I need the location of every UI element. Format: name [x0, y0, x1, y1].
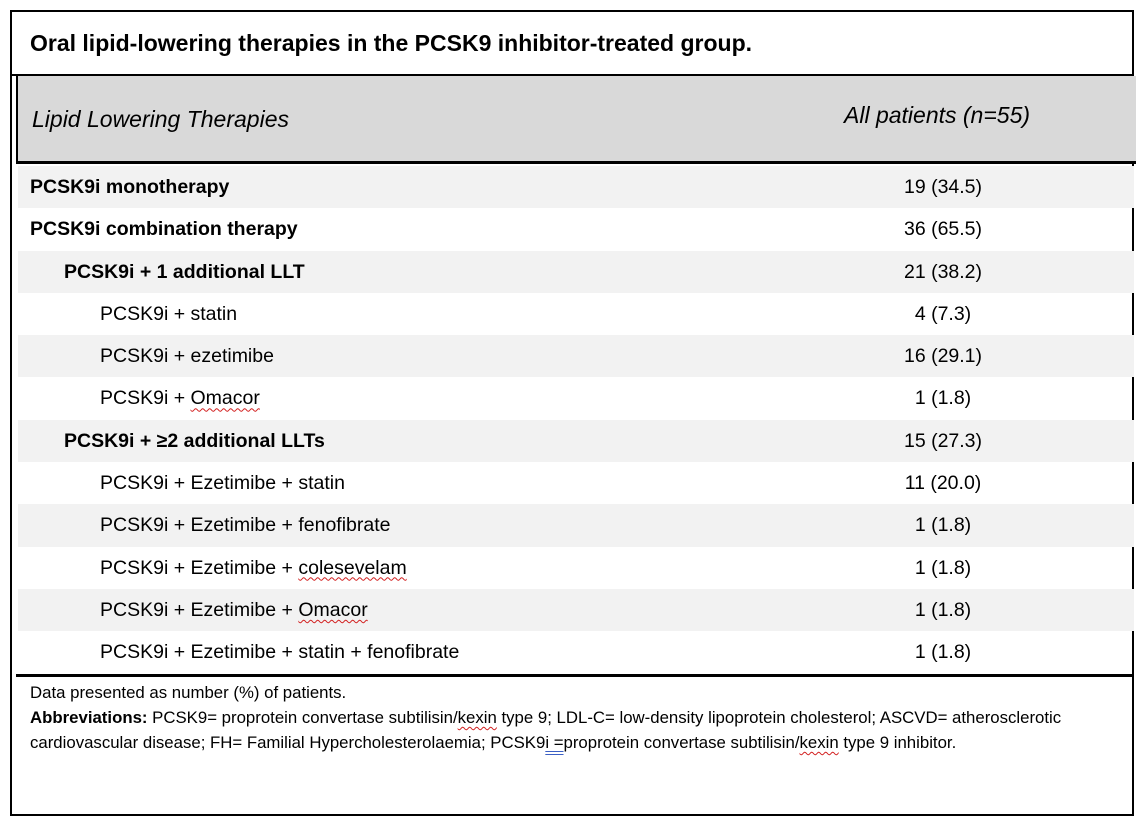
spellcheck-word: Omacor	[190, 387, 260, 410]
data-note: Data presented as number (%) of patients…	[30, 683, 347, 702]
row-label: PCSK9i + Ezetimibe + colesevelam	[100, 557, 407, 580]
table-footnotes: Data presented as number (%) of patients…	[30, 680, 1120, 755]
row-value: 15 (27.3)	[903, 429, 983, 452]
table-row: PCSK9i + Ezetimibe + Omacor 1 (1.8)	[18, 588, 1134, 632]
table-row: PCSK9i + Omacor 1 (1.8)	[18, 377, 1134, 419]
footer-divider	[16, 674, 1132, 677]
row-label: PCSK9i + Omacor	[100, 387, 260, 410]
row-label: PCSK9i + statin	[100, 302, 238, 325]
header-all-patients: All patients (n=55)	[844, 102, 1031, 128]
title-bar: Oral lipid-lowering therapies in the PCS…	[12, 12, 1132, 76]
abbrev-text: type 9; LDL-C= low-density lipoprotein c…	[30, 708, 1062, 752]
spellcheck-word: colesevelam	[298, 556, 407, 579]
row-value: 1 (1.8)	[914, 387, 972, 410]
row-label: PCSK9i combination therapy	[30, 218, 298, 241]
table-row: PCSK9i + ≥2 additional LLTs 15 (27.3)	[18, 419, 1134, 463]
row-value: 1 (1.8)	[914, 514, 972, 537]
table-frame: Oral lipid-lowering therapies in the PCS…	[10, 10, 1136, 816]
spellcheck-word: kexin	[457, 708, 497, 727]
row-label: PCSK9i + Ezetimibe + statin	[100, 472, 345, 495]
row-value: 4 (7.3)	[914, 302, 972, 325]
row-label: PCSK9i + Ezetimibe + Omacor	[100, 599, 368, 622]
row-value: 1 (1.8)	[914, 598, 972, 621]
table-body: PCSK9i monotherapy 19 (34.5) PCSK9i comb…	[18, 166, 1134, 674]
abbreviations-lead: Abbreviations:	[30, 708, 148, 727]
row-label: PCSK9i + ezetimibe	[100, 345, 274, 368]
row-label: PCSK9i + Ezetimibe + statin + fenofibrat…	[100, 641, 460, 664]
row-label: PCSK9i monotherapy	[30, 176, 230, 198]
abbrev-text: proprotein convertase subtilisin/	[563, 733, 800, 752]
grammar-mark: i =	[545, 733, 564, 752]
abbreviations-note: Abbreviations: PCSK9= proprotein convert…	[30, 705, 1120, 755]
table-row: PCSK9i + Ezetimibe + statin + fenofibrat…	[18, 631, 1134, 673]
row-value: 1 (1.8)	[914, 641, 972, 664]
abbrev-text: PCSK9= proprotein convertase subtilisin/	[147, 708, 458, 727]
row-label: PCSK9i + 1 additional LLT	[64, 260, 305, 283]
table-row: PCSK9i + Ezetimibe + statin 11 (20.0)	[18, 462, 1134, 504]
table-row: PCSK9i + Ezetimibe + fenofibrate 1 (1.8)	[18, 504, 1134, 547]
table-row: PCSK9i + Ezetimibe + colesevelam 1 (1.8)	[18, 547, 1134, 589]
header-lipid-lowering-therapies: Lipid Lowering Therapies	[32, 106, 289, 132]
row-label-prefix: PCSK9i + Ezetimibe +	[100, 556, 299, 579]
row-label-prefix: PCSK9i + Ezetimibe +	[100, 598, 299, 621]
table-row: PCSK9i + statin 4 (7.3)	[18, 293, 1134, 335]
row-value: 1 (1.8)	[914, 556, 972, 579]
abbrev-text: type 9 inhibitor.	[838, 733, 957, 752]
row-value: 11 (20.0)	[904, 472, 982, 495]
table-header: Lipid Lowering Therapies All patients (n…	[16, 76, 1136, 164]
row-label: PCSK9i + ≥2 additional LLTs	[64, 429, 325, 452]
table-row: PCSK9i + 1 additional LLT 21 (38.2)	[18, 250, 1134, 293]
row-label-prefix: PCSK9i +	[100, 387, 191, 410]
row-value: 36 (65.5)	[903, 218, 983, 241]
spellcheck-word: Omacor	[298, 598, 368, 621]
table-row: PCSK9i monotherapy 19 (34.5)	[18, 166, 1134, 209]
row-value: 16 (29.1)	[903, 345, 983, 368]
row-value: 19 (34.5)	[903, 176, 983, 198]
table-title: Oral lipid-lowering therapies in the PCS…	[30, 30, 753, 56]
row-label: PCSK9i + Ezetimibe + fenofibrate	[100, 514, 391, 537]
table-row: PCSK9i combination therapy 36 (65.5)	[18, 208, 1134, 250]
spellcheck-word: kexin	[799, 733, 839, 752]
row-value: 21 (38.2)	[903, 260, 983, 283]
table-row: PCSK9i + ezetimibe 16 (29.1)	[18, 335, 1134, 378]
